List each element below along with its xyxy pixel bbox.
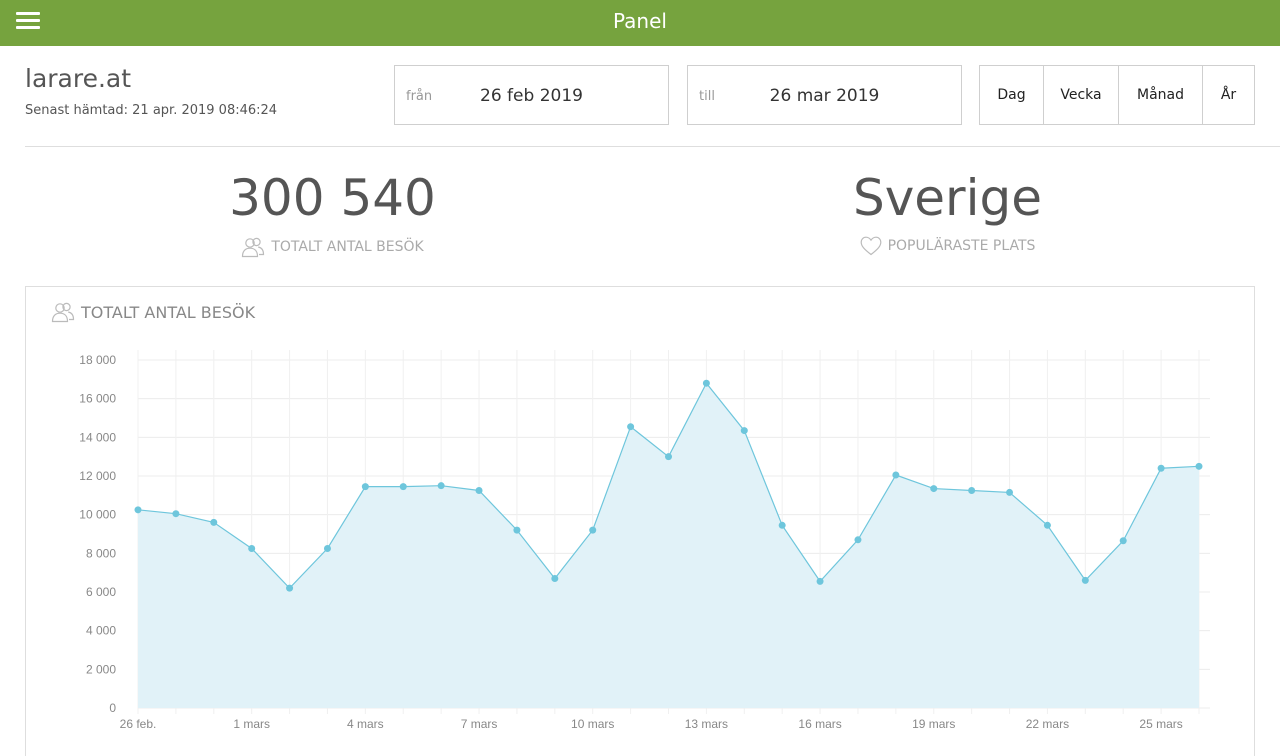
data-point <box>1195 462 1203 470</box>
y-tick-label: 18 000 <box>79 353 116 367</box>
y-tick-label: 12 000 <box>79 469 116 483</box>
data-point <box>172 510 180 518</box>
data-point <box>740 427 748 435</box>
data-point <box>1119 537 1127 545</box>
top-bar: Panel <box>0 0 1280 46</box>
data-point <box>589 526 597 534</box>
site-name: larare.at <box>25 64 132 93</box>
data-point <box>968 487 976 494</box>
data-point <box>361 483 369 491</box>
x-tick-label: 13 mars <box>685 717 728 731</box>
data-point <box>248 545 256 552</box>
header-divider <box>25 146 1280 147</box>
data-point <box>1157 464 1165 472</box>
data-point <box>1006 488 1014 496</box>
period-month-button[interactable]: Månad <box>1119 66 1203 124</box>
x-tick-label: 1 mars <box>233 717 270 731</box>
users-icon <box>51 302 75 323</box>
date-to-field[interactable]: till 26 mar 2019 <box>687 65 962 125</box>
date-to-value[interactable]: 26 mar 2019 <box>769 86 880 106</box>
data-point <box>1081 576 1089 584</box>
popular-place-label: POPULÄRASTE PLATS <box>887 238 1036 254</box>
x-tick-label: 22 mars <box>1026 717 1069 731</box>
total-visits-stat: 300 540 TOTALT ANTAL BESÖK <box>205 168 460 258</box>
x-tick-label: 16 mars <box>798 717 841 731</box>
visits-chart-card: 0 2 000 4 000 6 000 8 000 10 000 12 000 14 000 1… <box>25 286 1255 756</box>
period-day-button[interactable]: Dag <box>980 66 1044 124</box>
period-year-button[interactable]: År <box>1203 66 1254 124</box>
heart-icon <box>860 236 881 256</box>
visits-chart: 0 2 000 4 000 6 000 8 000 10 000 12 000 14 000 1… <box>79 350 1210 731</box>
y-tick-label: 6 000 <box>86 585 116 599</box>
x-tick-label: 7 mars <box>461 717 498 731</box>
data-point <box>551 574 559 582</box>
data-point <box>286 584 294 592</box>
y-tick-label: 10 000 <box>79 508 116 522</box>
data-point <box>437 482 445 490</box>
data-point <box>702 379 710 387</box>
date-from-value[interactable]: 26 feb 2019 <box>480 86 583 106</box>
data-point <box>665 453 672 461</box>
total-visits-value: 300 540 <box>229 169 436 227</box>
data-point <box>513 526 521 534</box>
page-title: Panel <box>613 9 667 33</box>
x-tick-label: 25 mars <box>1139 717 1182 731</box>
date-from-label: från <box>406 89 433 104</box>
x-tick-label: 4 mars <box>347 717 384 731</box>
data-point <box>778 521 786 529</box>
y-tick-label: 8 000 <box>86 546 116 560</box>
chart-heading: TOTALT ANTAL BESÖK <box>51 301 255 323</box>
period-week-button[interactable]: Vecka <box>1044 66 1119 124</box>
series-area <box>138 383 1199 708</box>
x-tick-label: 10 mars <box>571 717 614 731</box>
period-selector: Dag Vecka Månad År <box>979 65 1255 125</box>
y-tick-label: 2 000 <box>86 662 116 676</box>
data-point <box>1043 521 1051 529</box>
data-point <box>475 487 483 494</box>
data-point <box>210 518 218 526</box>
total-visits-label: TOTALT ANTAL BESÖK <box>271 239 424 255</box>
chart-title: TOTALT ANTAL BESÖK <box>81 302 256 322</box>
y-tick-label: 16 000 <box>79 392 116 406</box>
y-tick-label: 0 <box>109 701 116 715</box>
data-point <box>816 577 824 585</box>
last-fetched-timestamp: Senast hämtad: 21 apr. 2019 08:46:24 <box>25 103 278 118</box>
popular-place-value: Sverige <box>852 169 1043 227</box>
data-point <box>323 545 331 552</box>
popular-place-stat: Sverige POPULÄRASTE PLATS <box>800 168 1095 256</box>
y-tick-label: 4 000 <box>86 624 116 638</box>
total-visits-caption: TOTALT ANTAL BESÖK <box>205 236 460 258</box>
data-point <box>854 536 862 544</box>
users-icon <box>242 237 265 258</box>
data-point <box>930 485 938 493</box>
data-point <box>399 483 407 491</box>
date-from-field[interactable]: från 26 feb 2019 <box>394 65 669 125</box>
popular-place-caption: POPULÄRASTE PLATS <box>800 236 1095 256</box>
data-point <box>134 506 142 514</box>
x-tick-label: 26 feb. <box>120 717 157 731</box>
date-to-label: till <box>699 89 715 104</box>
y-tick-label: 14 000 <box>79 430 116 444</box>
hamburger-menu-icon[interactable] <box>16 12 40 30</box>
x-tick-label: 19 mars <box>912 717 955 731</box>
data-point <box>892 471 900 479</box>
data-point <box>627 423 635 431</box>
